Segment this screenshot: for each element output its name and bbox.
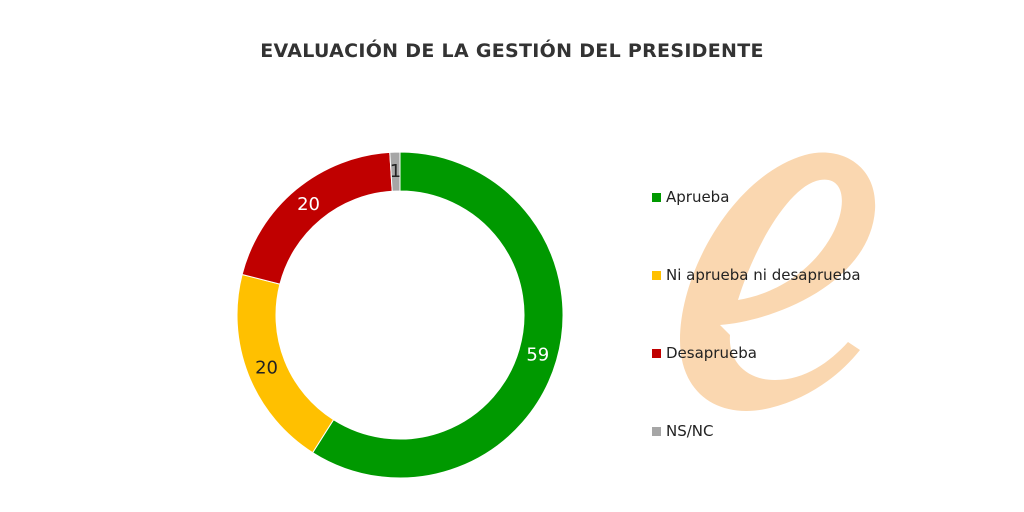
- donut-slice-ni-aprueba-ni-desaprueba: [236, 273, 335, 454]
- legend-item: Ni aprueba ni desaprueba: [652, 266, 861, 284]
- legend-item: NS/NC: [652, 422, 714, 440]
- legend-label: Desaprueba: [666, 344, 757, 362]
- legend-swatch: [652, 270, 661, 280]
- donut-chart: 59 20 20 1: [236, 151, 564, 479]
- legend-label: Ni aprueba ni desaprueba: [666, 266, 861, 284]
- legend-swatch: [652, 426, 661, 436]
- legend-item: Aprueba: [652, 188, 729, 206]
- data-label-ns-nc: 1: [390, 161, 401, 182]
- watermark-e-shape: [680, 152, 876, 411]
- donut-slice-desaprueba: [241, 151, 393, 285]
- legend-swatch: [652, 348, 661, 358]
- chart-title: EVALUACIÓN DE LA GESTIÓN DEL PRESIDENTE: [260, 40, 764, 62]
- legend-label: NS/NC: [666, 422, 714, 440]
- legend-item: Desaprueba: [652, 344, 757, 362]
- data-label-aprueba: 59: [526, 345, 549, 366]
- donut-slice-aprueba: [311, 151, 564, 479]
- watermark-e-logo: [680, 152, 876, 411]
- data-label-ni-aprueba-ni-desaprueba: 20: [255, 357, 278, 378]
- donut-slice-ns-nc: [389, 151, 401, 192]
- legend-label: Aprueba: [666, 188, 730, 206]
- legend-swatch: [652, 192, 661, 202]
- data-label-desaprueba: 20: [297, 194, 320, 215]
